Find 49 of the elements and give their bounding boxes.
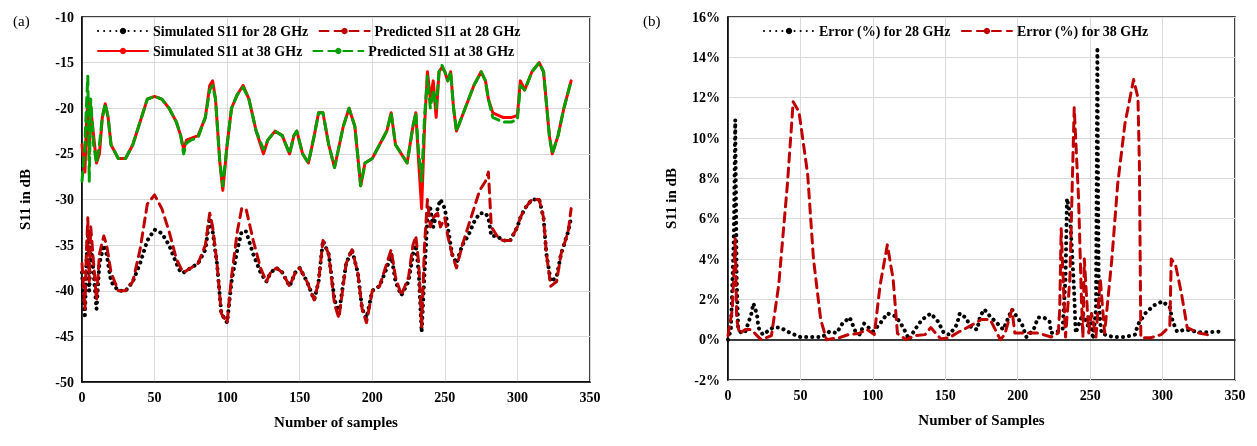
y-tick-label: -30 (55, 192, 74, 207)
x-tick-label: 350 (1224, 387, 1246, 403)
x-axis-title: Number of samples (274, 413, 399, 430)
y-tick-label: 0% (699, 332, 720, 348)
x-tick-label: 200 (361, 389, 383, 405)
x-tick-label: 0 (78, 389, 86, 405)
x-tick-label: 250 (434, 389, 456, 405)
y-tick-label: -2% (694, 372, 720, 388)
chart-title: (a) (13, 12, 30, 30)
line-series (80, 170, 573, 329)
x-axis-title: Number of Samples (918, 411, 1045, 428)
y-tick-label: -45 (55, 328, 74, 344)
y-axis-title: S11 in dB (662, 168, 679, 229)
x-tick-label: 200 (1007, 387, 1029, 403)
x-tick-label: 300 (1152, 387, 1174, 403)
legend-label: Simulated S11 at 38 GHz (153, 43, 303, 59)
y-tick-label: -20 (55, 100, 74, 116)
chart-title: (b) (643, 12, 661, 30)
x-tick-label: 50 (793, 387, 808, 403)
x-tick-label: 100 (862, 387, 884, 403)
y-tick-label: 6% (699, 211, 720, 227)
x-tick-label: 50 (147, 389, 162, 405)
legend-label: Simulated S11 for 28 GHz (153, 23, 309, 39)
x-tick-label: 250 (1079, 387, 1101, 403)
legend-label: Error (%) for 28 GHz (819, 23, 951, 40)
y-tick-label: -10 (55, 9, 74, 25)
x-tick-label: 100 (216, 389, 238, 405)
legend-label: Predicted S11 at 38 GHz (368, 43, 515, 59)
y-tick-label: 14% (692, 49, 720, 65)
y-tick-label: 8% (699, 170, 720, 186)
y-tick-label: 2% (699, 291, 720, 307)
y-tick-label: -25 (55, 146, 74, 162)
x-tick-label: 300 (506, 389, 528, 405)
y-tick-label: -50 (55, 374, 74, 390)
y-tick-label: -40 (55, 283, 74, 299)
y-tick-label: 16% (692, 9, 720, 25)
line-series (80, 61, 573, 188)
x-tick-label: 150 (934, 387, 956, 403)
y-tick-label: 12% (692, 90, 720, 106)
y-tick-label: -15 (55, 55, 74, 71)
y-tick-label: -35 (55, 237, 74, 253)
y-tick-label: 4% (699, 251, 720, 267)
y-tick-label: 10% (692, 130, 720, 146)
y-axis-title: S11 in dB (16, 169, 33, 230)
x-tick-label: 150 (289, 389, 311, 405)
x-tick-label: 350 (579, 389, 601, 405)
legend-label: Predicted S11 at 28 GHz (374, 23, 521, 39)
x-tick-label: 0 (724, 387, 732, 403)
legend-label: Error (%) for 38 GHz (1016, 23, 1149, 40)
